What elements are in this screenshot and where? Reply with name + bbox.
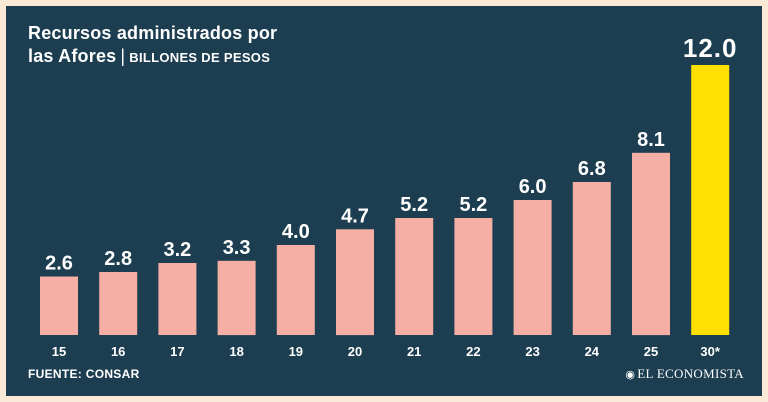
value-label-30: 12.0 bbox=[683, 33, 738, 63]
bar-25 bbox=[632, 152, 670, 336]
value-label-17: 3.2 bbox=[163, 239, 191, 261]
bar-30 bbox=[691, 65, 730, 335]
value-label-23: 6.0 bbox=[519, 176, 547, 198]
x-tick-label-20: 20 bbox=[348, 344, 362, 359]
chart-frame: Recursos administrados por las Afores | BI… bbox=[6, 6, 762, 396]
value-label-24: 6.8 bbox=[578, 158, 606, 180]
bar-16 bbox=[99, 272, 138, 335]
x-tick-label-21: 21 bbox=[407, 344, 421, 359]
x-tick-label-22: 22 bbox=[466, 344, 480, 359]
x-tick-label-30: 30* bbox=[700, 344, 720, 359]
bar-24 bbox=[572, 182, 611, 335]
bar-23 bbox=[513, 200, 552, 335]
value-label-21: 5.2 bbox=[400, 194, 428, 216]
value-label-25: 8.1 bbox=[637, 129, 665, 151]
brand-logo: ◉ EL ECONOMISTA bbox=[625, 366, 744, 382]
bar-17 bbox=[158, 263, 197, 335]
unit-label: BILLONES DE PESOS bbox=[129, 50, 271, 65]
bar-15 bbox=[40, 276, 78, 335]
value-label-18: 3.3 bbox=[223, 237, 251, 259]
chart-title: Recursos administrados por las Afores | BI… bbox=[28, 22, 277, 69]
x-tick-label-18: 18 bbox=[229, 344, 243, 359]
bar-18 bbox=[217, 260, 256, 336]
bar-19 bbox=[276, 245, 315, 335]
title-line-2: las Afores bbox=[28, 46, 117, 66]
brand-name: EL ECONOMISTA bbox=[637, 366, 744, 381]
x-tick-label-17: 17 bbox=[170, 344, 184, 359]
title-separator: | bbox=[120, 46, 126, 66]
bar-21 bbox=[395, 218, 434, 335]
value-label-22: 5.2 bbox=[459, 194, 487, 216]
x-tick-label-24: 24 bbox=[585, 344, 600, 359]
x-tick-label-25: 25 bbox=[644, 344, 658, 359]
value-label-16: 2.8 bbox=[104, 248, 132, 270]
bar-20 bbox=[336, 229, 374, 336]
x-tick-label-15: 15 bbox=[52, 344, 66, 359]
bar-22 bbox=[454, 218, 493, 335]
bar-chart: 2.6 15 2.8 16 3.2 17 3.3 18 4.0 19 4.7 20 5.2 21 5.2 22… bbox=[40, 33, 738, 359]
value-label-20: 4.7 bbox=[341, 205, 369, 227]
value-label-15: 2.6 bbox=[45, 253, 73, 275]
x-tick-label-19: 19 bbox=[289, 344, 303, 359]
x-tick-label-23: 23 bbox=[525, 344, 539, 359]
globe-logo-icon: ◉ bbox=[625, 369, 636, 381]
value-label-19: 4.0 bbox=[282, 221, 310, 243]
title-line-1: Recursos administrados por bbox=[28, 23, 278, 43]
x-tick-label-16: 16 bbox=[111, 344, 125, 359]
source-label: FUENTE: CONSAR bbox=[28, 367, 140, 381]
